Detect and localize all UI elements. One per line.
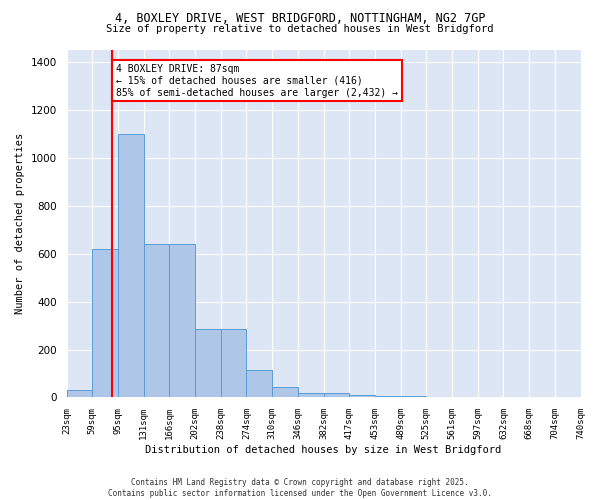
Bar xyxy=(272,386,298,398)
Bar xyxy=(118,134,143,398)
Bar xyxy=(349,395,375,398)
Bar xyxy=(401,396,427,398)
Bar xyxy=(323,392,349,398)
Text: 4, BOXLEY DRIVE, WEST BRIDGFORD, NOTTINGHAM, NG2 7GP: 4, BOXLEY DRIVE, WEST BRIDGFORD, NOTTING… xyxy=(115,12,485,26)
Bar xyxy=(92,249,118,398)
Bar xyxy=(298,392,323,398)
Y-axis label: Number of detached properties: Number of detached properties xyxy=(15,133,25,314)
Bar xyxy=(169,244,195,398)
X-axis label: Distribution of detached houses by size in West Bridgford: Distribution of detached houses by size … xyxy=(145,445,502,455)
Bar xyxy=(67,390,92,398)
Text: Size of property relative to detached houses in West Bridgford: Size of property relative to detached ho… xyxy=(106,24,494,34)
Bar xyxy=(221,329,247,398)
Bar xyxy=(143,244,169,398)
Text: Contains HM Land Registry data © Crown copyright and database right 2025.
Contai: Contains HM Land Registry data © Crown c… xyxy=(108,478,492,498)
Bar xyxy=(427,397,452,398)
Bar xyxy=(195,329,221,398)
Text: 4 BOXLEY DRIVE: 87sqm
← 15% of detached houses are smaller (416)
85% of semi-det: 4 BOXLEY DRIVE: 87sqm ← 15% of detached … xyxy=(116,64,398,98)
Bar xyxy=(375,396,401,398)
Bar xyxy=(247,370,272,398)
